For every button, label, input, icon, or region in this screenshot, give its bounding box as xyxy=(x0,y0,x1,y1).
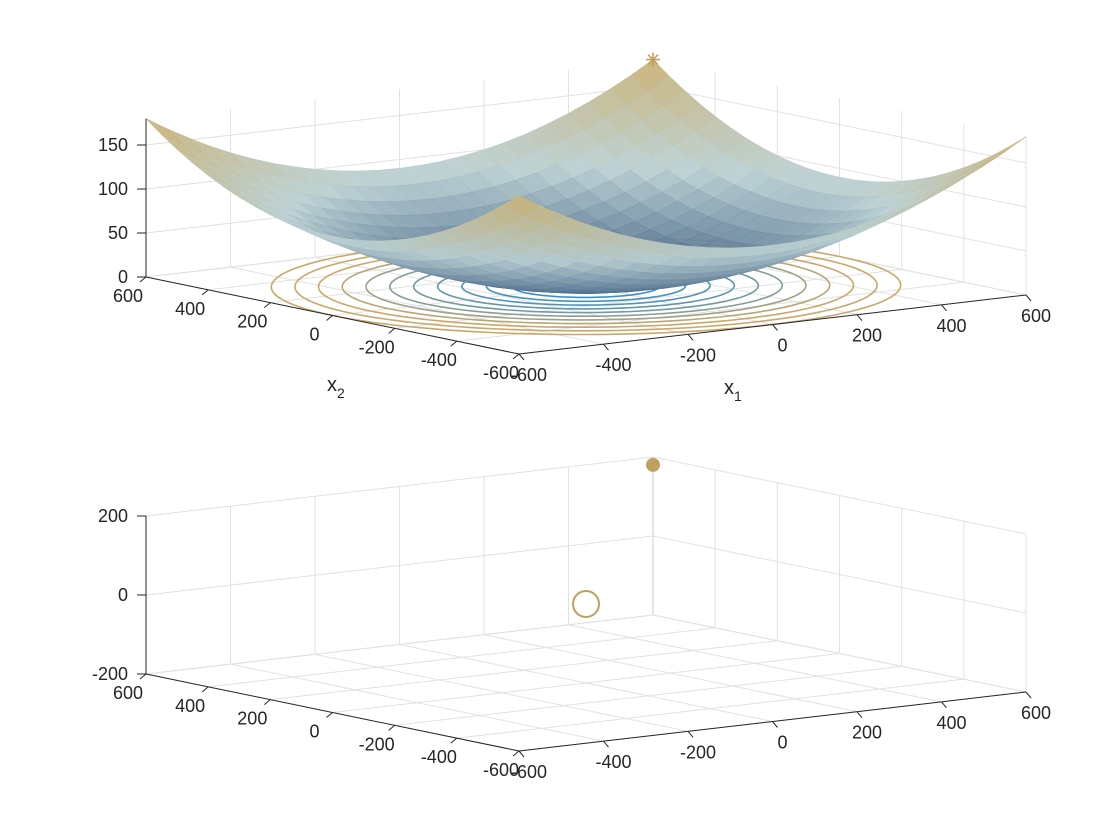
scatter-z-tick-label: 0 xyxy=(118,585,128,605)
surface-x1-tick-label: 600 xyxy=(1021,306,1051,326)
surface-x1-tick-label: -400 xyxy=(595,355,631,375)
axes-scatter-ticks: -600 -400 -200 0 200 400 600 -600 -400 -200 0 200 40… xyxy=(92,506,1051,782)
scatter-x2-tick-mark xyxy=(264,699,271,706)
scatter-x2-tick-mark xyxy=(512,750,520,757)
surface-x2-tick-mark xyxy=(450,340,458,347)
surface-x2-tick-mark xyxy=(388,327,395,334)
surface-floor-gridline-y xyxy=(456,281,964,342)
surface-x1-tick-mark xyxy=(772,324,778,331)
scatter-z-tick-label: 200 xyxy=(98,506,128,526)
scatter-x1-tick-mark xyxy=(603,740,609,748)
filled-circle-point xyxy=(646,457,660,472)
surface-x2-tick-mark xyxy=(139,276,147,283)
surface-x2-tick-label: -600 xyxy=(483,363,519,383)
surface-x2-tick-label: -200 xyxy=(359,337,395,357)
scatter-x2-tick-mark xyxy=(450,737,458,744)
surface-x1-tick-mark xyxy=(1025,294,1032,302)
scatter-x1-tick-label: 600 xyxy=(1021,703,1051,723)
scatter-floor-gridline-y xyxy=(394,665,902,726)
scatter-x1-tick-label: 200 xyxy=(852,723,882,743)
scatter-wall-gridline-z xyxy=(145,614,1027,693)
axes-scatter-axis-lines xyxy=(137,515,1032,758)
surface-z-tick-label: 150 xyxy=(98,135,128,155)
surface-x2-tick-mark xyxy=(326,315,333,321)
surface-facet xyxy=(145,118,183,145)
open-circle-point xyxy=(572,590,600,618)
scatter-x2-tick-label: -600 xyxy=(483,760,519,780)
surface-x2-tick-label: 200 xyxy=(237,312,267,332)
scatter-x1-tick-mark xyxy=(772,721,778,728)
surface-z-tick-label: 100 xyxy=(98,179,128,199)
surface-x2-tick-mark xyxy=(512,353,520,360)
axes-surface-ticks: -600 -400 -200 0 200 400 600 -600 -400 -200 0 200 40… xyxy=(98,135,1051,385)
scatter-x1-tick-mark xyxy=(1025,691,1032,699)
surface-facet xyxy=(973,145,1011,170)
surface-z-tick-label: 0 xyxy=(118,267,128,287)
surface-mesh xyxy=(145,59,1027,294)
surface-x2-tick-label: -400 xyxy=(421,350,457,370)
scatter-x1-tick-label: -200 xyxy=(680,742,716,762)
scatter-x2-tick-label: 400 xyxy=(175,696,205,716)
scatter-x1-tick-mark xyxy=(856,711,863,718)
scatter-wall-gridline-z xyxy=(145,456,1027,535)
surface-x1-tick-mark xyxy=(687,334,694,341)
surface-x1-tick-label: 0 xyxy=(777,336,787,356)
scatter-x2-tick-mark xyxy=(388,724,395,731)
surface-x1-tick-label: 200 xyxy=(852,326,882,346)
surface-x1-tick-mark xyxy=(603,343,609,351)
scatter-wall-gridline-z xyxy=(145,535,1027,614)
scatter-x1-tick-label: 0 xyxy=(777,733,787,753)
scatter-x2-tick-mark xyxy=(139,673,147,680)
axes-scatter-points xyxy=(572,457,660,618)
scatter-x1-tick-label: 400 xyxy=(936,713,966,733)
axes-surface-axis-lines xyxy=(137,118,1032,361)
x1-axis-label: x1 xyxy=(724,377,742,404)
scatter-x1-tick-label: -600 xyxy=(511,762,547,782)
surface-x2-tick-label: 400 xyxy=(175,299,205,319)
scatter-x2-tick-label: 200 xyxy=(237,709,267,729)
surface-x2-tick-label: 600 xyxy=(113,286,143,306)
surface-x2-tick-mark xyxy=(201,289,209,296)
surface-z-tick-label: 50 xyxy=(108,223,128,243)
surface-facet xyxy=(502,195,541,216)
surface-x1-tick-label: -600 xyxy=(511,365,547,385)
surface-x1-tick-label: -200 xyxy=(680,345,716,365)
surface-x2-tick-label: 0 xyxy=(309,325,319,345)
scatter-x2-tick-mark xyxy=(326,712,333,718)
surface-x1-tick-mark xyxy=(941,304,947,312)
scatter-x1-tick-mark xyxy=(941,701,947,709)
asterisk-marker-stroke xyxy=(647,54,659,66)
axes-scatter-plot: -600 -400 -200 0 200 400 600 -600 -400 -200 0 200 40… xyxy=(92,456,1051,782)
scatter-x1-tick-label: -400 xyxy=(595,752,631,772)
scatter-x2-tick-label: 0 xyxy=(309,722,319,742)
asterisk-marker xyxy=(646,52,660,67)
scatter-x1-tick-mark xyxy=(687,731,694,738)
scatter-floor-gridline-y xyxy=(456,678,964,739)
surface-x1-tick-mark xyxy=(856,314,863,321)
scatter-floor-gridline-y xyxy=(332,653,840,713)
surface-x2-tick-mark xyxy=(264,302,271,309)
scatter-x1-tick-mark xyxy=(518,750,525,758)
scatter-x2-tick-mark xyxy=(201,686,209,693)
scatter-x2-tick-label: -400 xyxy=(421,747,457,767)
scatter-x2-tick-label: 600 xyxy=(113,683,143,703)
surface-x1-tick-mark xyxy=(518,353,525,361)
axes-surface-plot: -600 -400 -200 0 200 400 600 -600 -400 -200 0 200 40… xyxy=(98,52,1051,404)
axes-surface-markers xyxy=(646,52,660,67)
scatter-floor-gridline-y xyxy=(270,640,778,701)
surface-x1-tick-label: 400 xyxy=(936,316,966,336)
surface-floor-gridline-y xyxy=(394,268,902,329)
scatter-x2-tick-label: -200 xyxy=(359,734,395,754)
x2-axis-label: x2 xyxy=(327,374,345,401)
scatter-floor-gridline-y xyxy=(208,627,716,688)
scatter-z-tick-label: -200 xyxy=(92,664,128,684)
